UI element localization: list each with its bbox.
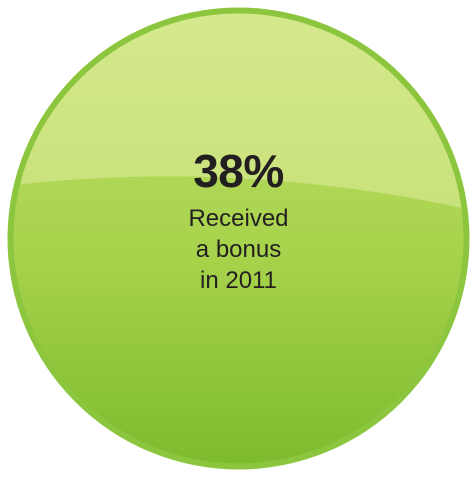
stat-caption: Received a bonus in 2011 [7, 203, 470, 296]
stat-caption-line-2: a bonus [195, 236, 282, 263]
stat-caption-line-1: Received [188, 205, 289, 232]
stat-caption-line-3: in 2011 [200, 267, 277, 294]
bubble-graphic [7, 7, 470, 470]
stat-text: 38% Received a bonus in 2011 [7, 145, 470, 296]
bubble-highlight [13, 13, 464, 212]
stat-value: 38% [193, 145, 284, 197]
stat-bubble [7, 7, 470, 470]
